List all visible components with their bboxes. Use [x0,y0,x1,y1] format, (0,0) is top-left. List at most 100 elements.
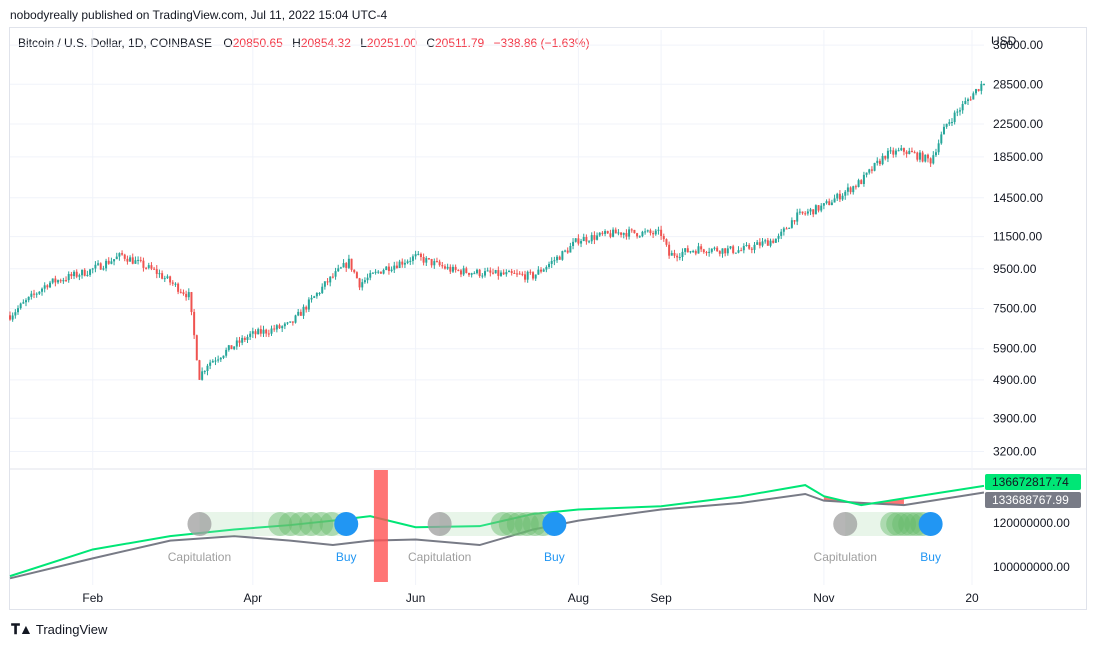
candle-body [769,240,772,246]
candle-body [435,261,438,263]
candle-body [673,253,676,256]
candle-body [83,269,86,276]
candle-body [286,322,289,324]
candle-body [353,269,356,273]
buy-dot [542,512,567,536]
candle-body [940,134,943,144]
price-tick: 4900.00 [993,373,1037,387]
signal-dot [268,512,293,536]
candle-body [833,198,836,203]
candle-body [785,228,788,230]
candle-body [983,83,985,85]
candle-body [345,263,348,268]
high-value: 20854.32 [300,36,351,50]
candle-body [825,201,828,204]
candle-body [510,271,513,273]
candle-body [387,266,390,272]
candle-body [916,152,919,160]
candle-body [438,261,441,266]
candle-body [307,299,310,310]
candle-body [137,259,140,261]
last-value-badge [985,492,1081,508]
candle-body [534,274,537,279]
candle-body [161,273,164,279]
candle-body [366,277,369,281]
symbol-legend: Bitcoin / U.S. Dollar, 1D, COINBASE O208… [18,36,590,50]
candle-body [577,238,580,244]
candle-body [822,203,825,206]
candle-body [126,258,129,262]
candle-body [379,271,382,274]
candle-body [844,191,847,196]
candle-body [542,269,545,272]
candle-body [51,278,54,283]
candle-body [657,229,660,231]
candle-body [644,231,647,233]
candle-body [948,122,951,124]
capitulation-dot [833,512,858,536]
candle-body [838,193,841,200]
candle-body [540,269,543,272]
candle-body [756,242,759,245]
candle-body [198,360,201,380]
candle-body [59,280,62,282]
candle-body [601,232,604,234]
time-tick: 20 [965,591,979,605]
candle-body [457,269,460,271]
time-tick: Apr [243,591,262,605]
candle-body [121,253,124,255]
grid [10,30,1086,585]
candle-body [934,152,937,156]
footer-brand[interactable]: TradingView [35,622,108,637]
candle-body [758,242,761,246]
price-tick: 3900.00 [993,411,1037,425]
candle-body [374,271,377,273]
candle-body [873,162,876,171]
candle-body [187,292,190,298]
candle-body [321,286,324,293]
candle-body [889,150,892,152]
candle-body [491,272,494,274]
candle-body [94,264,97,269]
tradingview-logo-icon[interactable]: 𝐓▲ [11,621,33,637]
candle-body [254,331,257,335]
candle-body [315,293,318,297]
buy-label: Buy [336,550,357,564]
candle-body [193,311,196,336]
candle-body [251,331,254,334]
candle-body [89,269,92,275]
candle-body [129,257,132,262]
candle-body [41,288,44,292]
candle-body [73,271,76,277]
candle-body [107,260,110,264]
candle-body [150,265,153,269]
candle-body [14,312,17,316]
candle-body [185,293,188,298]
candle-body [43,285,46,289]
candle-body [633,229,636,234]
candle-body [590,235,593,242]
indicator-pane: Capitulation Buy Capitulation Buy Capitulati… [9,470,985,582]
candle-body [155,269,158,274]
candle-body [19,303,22,309]
currency-label[interactable]: USD [991,34,1017,48]
candle-body [857,180,860,187]
signal-dot [278,512,303,536]
candle-body [371,272,374,274]
candle-body [363,280,366,283]
candle-body [177,283,180,292]
price-tick: 9500.00 [993,262,1037,276]
last-value-label: 133688767.99 [992,493,1069,507]
symbol-name[interactable]: Bitcoin / U.S. Dollar, 1D, COINBASE [18,36,213,50]
candle-body [113,259,116,262]
capitulation-dot [427,512,452,536]
candle-body [329,276,332,283]
candle-body [131,257,134,264]
candle-body [532,272,535,279]
candle-body [169,276,172,283]
candle-body [225,349,228,356]
candle-body [414,254,417,257]
candle-body [852,186,855,193]
candle-body [622,232,625,235]
